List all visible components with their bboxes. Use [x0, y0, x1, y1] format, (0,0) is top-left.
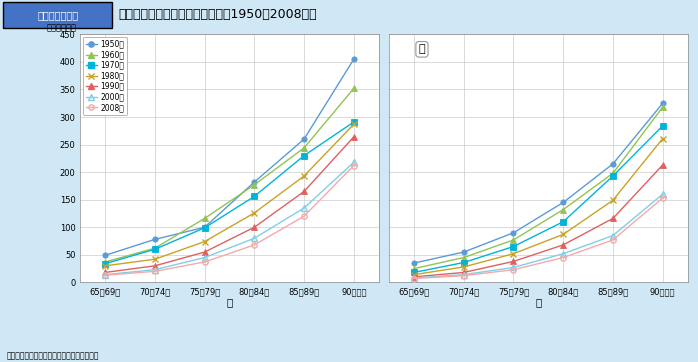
- Text: 女: 女: [535, 297, 542, 307]
- Text: 図１－１－１０: 図１－１－１０: [37, 10, 78, 20]
- Text: 男: 男: [226, 297, 232, 307]
- Text: 資料：厚生労働省「人口動態統計」より作成: 資料：厚生労働省「人口動態統計」より作成: [7, 351, 100, 360]
- Text: 女: 女: [419, 44, 425, 54]
- Text: 男: 男: [110, 44, 117, 54]
- FancyBboxPatch shape: [3, 3, 112, 28]
- Legend: 1950年, 1960年, 1970年, 1980年, 1990年, 2000年, 2008年: 1950年, 1960年, 1970年, 1980年, 1990年, 2000年…: [82, 37, 127, 115]
- Text: （人口千対）: （人口千対）: [47, 24, 77, 33]
- Text: 高齢者の性・年齢階級別死亡率（1950～2008年）: 高齢者の性・年齢階級別死亡率（1950～2008年）: [119, 8, 318, 21]
